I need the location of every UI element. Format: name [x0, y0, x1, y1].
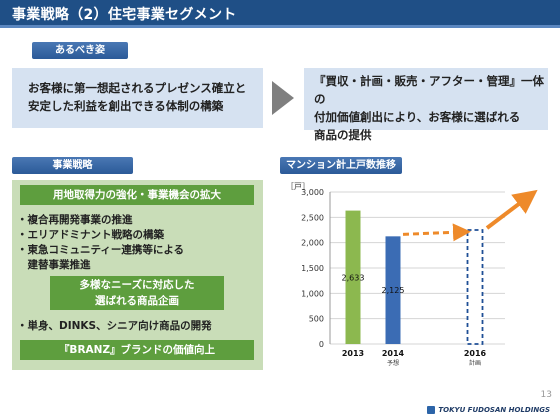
chart-ytick-label: 2,500	[301, 213, 324, 222]
page-number: 13	[540, 390, 552, 400]
logo-text: TOKYU FUDOSAN HOLDINGS	[438, 406, 550, 414]
chart-category-label: 2014	[382, 349, 405, 358]
strategy-item-3: ・東急コミュニティー連携等による	[17, 244, 185, 256]
chart-ytick-label: 500	[309, 315, 324, 324]
strategy-bar-needs-line-1: 多様なニーズに対応した	[79, 279, 195, 291]
chart-category-label: 2013	[342, 349, 364, 358]
strategy-bar-branz: 『BRANZ』ブランドの価値向上	[20, 340, 254, 360]
page-title: 事業戦略（2）住宅事業セグメント	[12, 7, 237, 23]
chart-tab: マンション計上戸数推移	[280, 157, 402, 174]
strategy-tab: 事業戦略	[12, 157, 133, 174]
strategy-item-2: ・エリアドミナント戦略の構築	[17, 229, 164, 241]
right-arrow-icon	[272, 81, 294, 115]
logo-mark-icon	[427, 406, 436, 414]
vision-right-line-2: 付加価値創出により、お客様に選ばれる	[314, 110, 521, 124]
chart-unit-label: ［戸］	[286, 182, 310, 191]
strategy-bar-needs-line-2: 選ばれる商品企画	[95, 295, 179, 307]
vision-tab: あるべき姿	[32, 42, 128, 59]
strategy-panel: 用地取得力の強化・事業機会の拡大 ・複合再開発事業の推進 ・エリアドミナント戦略…	[12, 180, 263, 370]
chart-value-label: 2,633	[342, 273, 365, 282]
chart-ytick-label: 0	[319, 340, 324, 349]
vision-right-line-1: 『買収・計画・販売・アフター・管理』一体の	[314, 74, 544, 106]
vision-left-line-2: 安定した利益を創出できる体制の構築	[28, 99, 224, 113]
chart-category-label: 2016	[464, 349, 487, 358]
strategy-item-4: 建替事業推進	[17, 259, 91, 271]
strategy-bar-land: 用地取得力の強化・事業機会の拡大	[20, 185, 254, 205]
strategy-item-1: ・複合再開発事業の推進	[17, 214, 133, 226]
chart-growth-arrow	[485, 189, 538, 230]
chart-ytick-label: 2,000	[301, 239, 324, 248]
strategy-item-5: ・単身、DINKS、シニア向け商品の開発	[17, 320, 212, 332]
chart-ytick-label: 1,000	[301, 289, 324, 298]
chart-bar-2014	[385, 236, 401, 344]
chart-category-sublabel: 予想	[387, 359, 399, 367]
chart-ytick-label: 1,500	[301, 264, 324, 273]
vision-left-line-1: お客様に第一想起されるプレゼンス確立と	[28, 81, 247, 95]
vision-right-line-3: 商品の提供	[314, 128, 372, 142]
chart-bar-2013	[345, 210, 361, 344]
chart-ytick-label: 3,000	[301, 188, 324, 197]
chart-category-sublabel: 計画	[469, 359, 481, 367]
vision-left-box: お客様に第一想起されるプレゼンス確立と 安定した利益を創出できる体制の構築	[12, 68, 263, 128]
chart-bar-2016	[466, 229, 484, 345]
vision-right-box: 『買収・計画・販売・アフター・管理』一体の 付加価値創出により、お客様に選ばれる…	[304, 68, 548, 142]
title-bar: 事業戦略（2）住宅事業セグメント	[0, 0, 560, 28]
chart-trend-arrow-dashed	[402, 223, 471, 242]
chart-value-label: 2,125	[382, 286, 405, 295]
strategy-bar-needs: 多様なニーズに対応した 選ばれる商品企画	[50, 276, 224, 310]
company-logo: TOKYU FUDOSAN HOLDINGS	[427, 406, 550, 414]
